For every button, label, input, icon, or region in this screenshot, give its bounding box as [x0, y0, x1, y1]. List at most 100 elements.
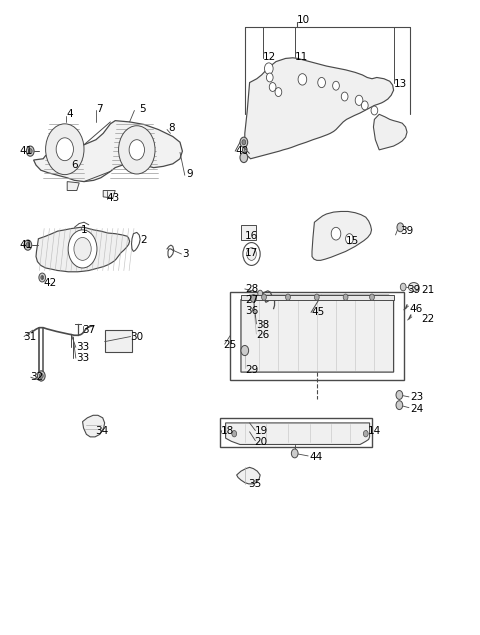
Text: 2: 2: [140, 235, 147, 245]
Bar: [105, 330, 132, 352]
Circle shape: [355, 95, 363, 105]
Text: 39: 39: [400, 226, 414, 236]
Text: 28: 28: [245, 284, 258, 294]
Text: 10: 10: [297, 15, 310, 25]
Text: 29: 29: [245, 364, 258, 375]
Polygon shape: [34, 121, 182, 182]
Circle shape: [396, 391, 403, 399]
Circle shape: [370, 294, 374, 300]
Circle shape: [240, 152, 248, 163]
Text: 39: 39: [407, 285, 420, 295]
Text: 7: 7: [96, 104, 103, 114]
Text: 4: 4: [66, 109, 73, 119]
Text: 23: 23: [410, 392, 423, 402]
Text: 36: 36: [245, 306, 258, 316]
Text: 30: 30: [131, 331, 144, 342]
Circle shape: [39, 373, 43, 378]
Bar: [230, 292, 404, 380]
Polygon shape: [312, 211, 372, 260]
Circle shape: [251, 295, 256, 302]
Text: 18: 18: [221, 425, 234, 436]
Text: 21: 21: [421, 285, 435, 295]
Circle shape: [286, 294, 290, 300]
Circle shape: [243, 243, 260, 265]
Circle shape: [333, 81, 339, 90]
Circle shape: [298, 74, 307, 85]
Text: 37: 37: [83, 325, 96, 335]
Circle shape: [26, 243, 30, 248]
Text: 42: 42: [43, 278, 57, 288]
Text: 40: 40: [235, 146, 248, 156]
Text: 34: 34: [95, 425, 108, 436]
Text: 11: 11: [295, 52, 309, 62]
Polygon shape: [83, 415, 105, 437]
Bar: [220, 418, 372, 447]
Bar: [241, 225, 256, 240]
Text: 20: 20: [254, 437, 267, 447]
Circle shape: [241, 345, 249, 356]
Circle shape: [262, 294, 266, 300]
Text: 44: 44: [309, 451, 323, 462]
Circle shape: [371, 106, 378, 115]
Circle shape: [37, 371, 45, 381]
Polygon shape: [132, 232, 140, 251]
Polygon shape: [245, 58, 394, 159]
Polygon shape: [103, 190, 115, 198]
Circle shape: [331, 227, 341, 240]
Circle shape: [24, 240, 32, 250]
Circle shape: [269, 83, 276, 91]
Text: 5: 5: [139, 104, 146, 114]
Circle shape: [396, 401, 403, 410]
Circle shape: [26, 146, 34, 156]
Text: 35: 35: [248, 479, 261, 489]
Polygon shape: [373, 114, 407, 150]
Polygon shape: [67, 182, 79, 190]
Text: 33: 33: [76, 353, 89, 363]
Ellipse shape: [408, 283, 419, 291]
Circle shape: [129, 140, 144, 160]
Text: 14: 14: [368, 425, 381, 436]
Circle shape: [346, 234, 353, 244]
Text: 43: 43: [107, 193, 120, 203]
Text: 45: 45: [311, 307, 324, 318]
Text: 25: 25: [224, 340, 237, 351]
Text: 6: 6: [71, 160, 78, 170]
Text: 32: 32: [30, 372, 43, 382]
Circle shape: [232, 431, 237, 437]
Text: 19: 19: [254, 425, 268, 436]
Circle shape: [314, 294, 319, 300]
Text: 31: 31: [23, 331, 36, 342]
Circle shape: [397, 223, 404, 232]
Circle shape: [41, 276, 44, 279]
Circle shape: [400, 283, 406, 291]
Circle shape: [264, 63, 273, 74]
Circle shape: [258, 290, 263, 297]
Text: 26: 26: [256, 330, 270, 340]
Text: 27: 27: [245, 295, 258, 305]
Text: 41: 41: [19, 146, 33, 156]
Text: 15: 15: [346, 236, 359, 246]
Text: 46: 46: [409, 304, 422, 314]
Text: 16: 16: [245, 231, 258, 241]
Circle shape: [56, 138, 73, 161]
Text: 33: 33: [76, 342, 89, 352]
Circle shape: [242, 140, 246, 145]
Polygon shape: [241, 295, 394, 300]
Circle shape: [318, 77, 325, 88]
Circle shape: [361, 101, 368, 110]
Circle shape: [240, 137, 248, 147]
Polygon shape: [237, 467, 260, 484]
Circle shape: [46, 124, 84, 175]
Circle shape: [74, 237, 91, 260]
Text: 38: 38: [256, 320, 270, 330]
Text: 24: 24: [410, 404, 423, 414]
Text: 8: 8: [168, 123, 175, 133]
Circle shape: [291, 449, 298, 458]
Text: 17: 17: [245, 248, 258, 258]
Circle shape: [28, 149, 32, 154]
Circle shape: [343, 294, 348, 300]
Text: 12: 12: [263, 52, 276, 62]
Circle shape: [266, 73, 273, 82]
Text: 1: 1: [81, 225, 87, 235]
Circle shape: [39, 273, 46, 282]
